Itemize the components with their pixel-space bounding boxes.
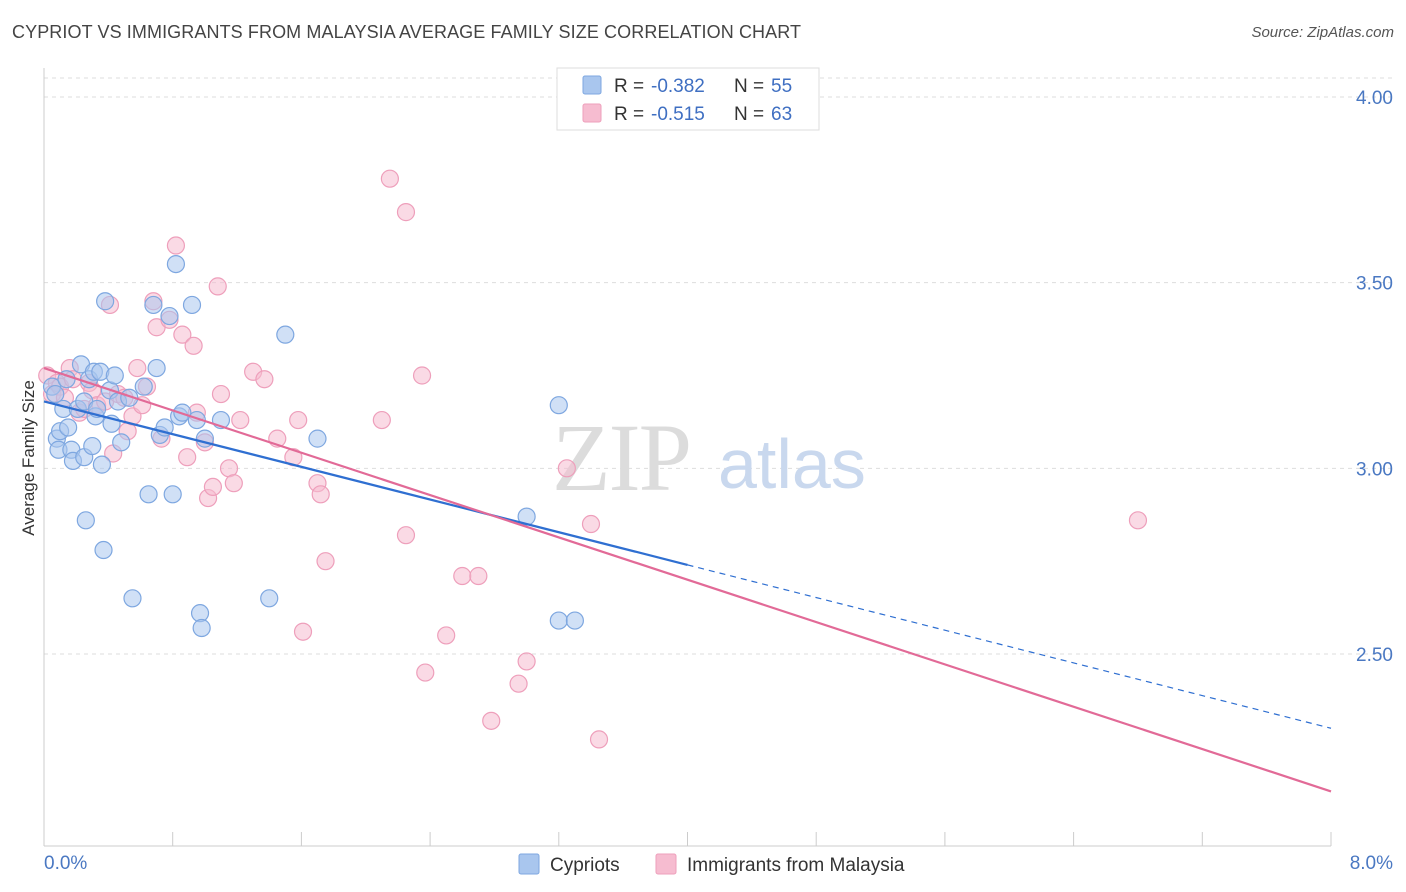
legend-swatch-cypriots — [582, 75, 602, 95]
cypriots-point — [83, 436, 102, 456]
cypriots-point — [46, 384, 65, 404]
legend-swatch-malaysia — [582, 103, 602, 123]
y-tick-label: 4.00 — [1356, 88, 1393, 109]
malaysia-point — [166, 236, 186, 255]
malaysia-point — [173, 325, 192, 344]
y-axis-title: Average Family Size — [19, 380, 38, 536]
cypriots-point — [276, 325, 295, 344]
malaysia-point — [437, 626, 456, 645]
bottom-legend-label-malaysia: Immigrants from Malaysia — [687, 855, 905, 876]
cypriots-point — [160, 306, 179, 326]
y-tick-labels: 2.50 3.00 3.50 4.00 — [1356, 88, 1393, 666]
cypriots-point — [182, 295, 202, 315]
trendline-cypriots — [43, 400, 688, 566]
bottom-legend-swatch-malaysia — [655, 853, 677, 875]
malaysia-point — [178, 448, 197, 467]
malaysia-point — [289, 410, 308, 430]
malaysia-point — [589, 730, 609, 749]
malaysia-point — [372, 410, 391, 430]
cypriots-point — [105, 366, 124, 385]
malaysia-point — [581, 514, 601, 534]
cypriots-point — [565, 611, 584, 630]
cypriots-point — [92, 455, 112, 474]
legend-r-value-1: -0.382 — [651, 76, 705, 97]
cypriots-point — [139, 485, 158, 504]
source-label: Source: ZipAtlas.com — [1251, 24, 1394, 41]
malaysia-point — [469, 566, 488, 586]
bottom-legend: Cypriots Immigrants from Malaysia — [518, 853, 905, 876]
bottom-legend-label-cypriots: Cypriots — [550, 855, 620, 876]
malaysia-point — [224, 474, 243, 493]
watermark: ZIP atlas — [552, 404, 866, 511]
malaysia-point — [311, 485, 330, 504]
legend-r-label-2: R = — [614, 104, 644, 125]
malaysia-point — [231, 410, 250, 430]
legend-n-value-1: 55 — [771, 76, 792, 97]
cypriots-point — [76, 511, 95, 530]
bottom-legend-swatch-cypriots — [518, 853, 540, 875]
cypriots-point — [59, 418, 78, 437]
malaysia-point — [1128, 511, 1148, 530]
series-cypriots-points — [42, 255, 584, 638]
malaysia-point — [316, 552, 335, 571]
malaysia-point — [396, 203, 416, 222]
malaysia-point — [128, 358, 147, 378]
cypriots-point — [549, 396, 568, 415]
malaysia-point — [203, 477, 223, 496]
cypriots-point — [147, 358, 166, 378]
legend-box: R = -0.382 N = 55 R = -0.515 N = 63 — [556, 67, 820, 131]
malaysia-point — [416, 663, 435, 682]
cypriots-point — [96, 292, 115, 311]
malaysia-point — [211, 384, 231, 404]
malaysia-point — [557, 459, 576, 478]
y-tick-label: 2.50 — [1356, 645, 1393, 666]
legend-r-label-1: R = — [614, 76, 644, 97]
cypriots-point — [112, 433, 131, 452]
legend-r-value-2: -0.515 — [651, 104, 705, 125]
trendlines — [43, 367, 1332, 793]
cypriots-point — [260, 589, 279, 608]
legend-n-label-1: N = — [734, 76, 764, 97]
malaysia-point — [517, 652, 536, 671]
cypriots-point — [123, 589, 142, 608]
legend-n-value-2: 63 — [771, 104, 792, 125]
malaysia-point — [453, 566, 472, 586]
y-tick-label: 3.50 — [1356, 274, 1393, 295]
malaysia-point — [482, 711, 501, 730]
cypriots-point — [94, 540, 113, 560]
x-tick-label-min: 0.0% — [44, 853, 87, 874]
trendline-cypriots-extension — [687, 564, 1332, 729]
x-ticks — [43, 832, 1332, 846]
cypriots-point — [166, 255, 186, 274]
cypriots-point — [192, 618, 211, 638]
cypriots-point — [163, 485, 182, 504]
x-tick-label-max: 8.0% — [1350, 853, 1393, 874]
malaysia-point — [509, 674, 528, 693]
malaysia-point — [293, 622, 313, 641]
cypriots-point — [144, 295, 163, 315]
malaysia-point — [412, 366, 432, 385]
malaysia-point — [396, 526, 416, 545]
trendline-malaysia — [43, 367, 1332, 793]
chart-title: CYPRIOT VS IMMIGRANTS FROM MALAYSIA AVER… — [12, 22, 802, 42]
watermark-zip: ZIP — [552, 404, 690, 511]
cypriots-point — [134, 377, 153, 396]
legend-n-label-2: N = — [734, 104, 764, 125]
y-tick-label: 3.00 — [1356, 459, 1393, 480]
malaysia-point — [255, 370, 274, 389]
cypriots-point — [549, 611, 568, 630]
malaysia-point — [208, 277, 227, 296]
cypriots-point — [308, 429, 327, 448]
watermark-atlas: atlas — [718, 425, 866, 503]
malaysia-point — [380, 169, 399, 188]
malaysia-point — [184, 336, 203, 355]
